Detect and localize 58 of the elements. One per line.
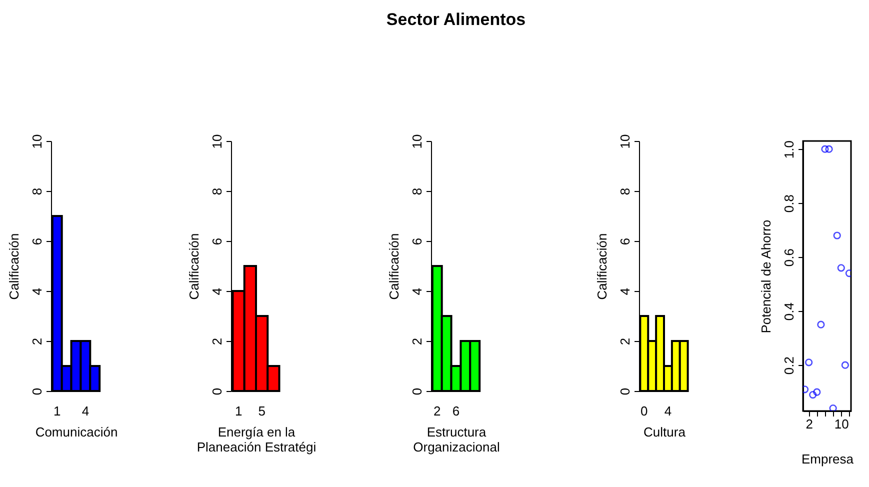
point bbox=[829, 404, 837, 411]
y-tick-label: 6 bbox=[30, 238, 44, 246]
x-axis-title: Energía en la Planeación Estratégi bbox=[196, 424, 316, 454]
point bbox=[837, 264, 845, 272]
y-tick-label: 2 bbox=[30, 338, 44, 346]
y-tick-label: 6 bbox=[410, 238, 424, 246]
y-tick-label: 8 bbox=[210, 188, 224, 196]
y-tick-label: 0 bbox=[618, 388, 632, 396]
y-tick-label: 4 bbox=[410, 288, 424, 296]
point bbox=[809, 390, 817, 399]
y-tick-label: 0.4 bbox=[782, 302, 796, 321]
y-tick-label: 0.2 bbox=[782, 356, 796, 375]
x-axis-title: Empresa bbox=[801, 452, 854, 466]
y-tick-label: 6 bbox=[210, 238, 224, 246]
y-tick-label: 10 bbox=[410, 134, 424, 149]
y-tick-label: 8 bbox=[618, 188, 632, 196]
y-tick-label: 4 bbox=[30, 288, 44, 296]
x-axis-title: Cultura bbox=[644, 424, 686, 440]
point bbox=[841, 361, 849, 369]
point bbox=[813, 388, 821, 396]
y-tick-label: 8 bbox=[30, 188, 44, 196]
x-tick-label: 1 bbox=[234, 404, 242, 418]
y-tick-label: 2 bbox=[210, 338, 224, 346]
y-tick-label: 0.8 bbox=[782, 194, 796, 213]
y-tick-label: 10 bbox=[618, 134, 632, 149]
y-tick-label: 2 bbox=[618, 338, 632, 346]
y-tick-label: 0.6 bbox=[782, 248, 796, 267]
y-axis-title: Calificación bbox=[186, 233, 202, 300]
y-tick-label: 0 bbox=[410, 388, 424, 396]
y-tick-label: 4 bbox=[210, 288, 224, 296]
x-tick-label: 1 bbox=[54, 404, 61, 418]
x-axis-title: Estructura Organizacional bbox=[413, 424, 500, 454]
y-tick-label: 1.0 bbox=[782, 140, 796, 159]
x-tick-label: 5 bbox=[258, 404, 266, 418]
chart-title: Sector Alimentos bbox=[386, 10, 526, 29]
y-tick-label: 4 bbox=[618, 288, 632, 296]
y-tick-label: 2 bbox=[410, 338, 424, 346]
y-tick-label: 6 bbox=[618, 238, 632, 246]
y-axis-title: Potencial de Ahorro bbox=[758, 220, 774, 334]
y-tick-label: 0 bbox=[210, 388, 224, 396]
y-axis-title: Calificación bbox=[594, 233, 610, 300]
y-axis-title: Calificación bbox=[6, 233, 22, 300]
point bbox=[825, 145, 833, 153]
y-tick-label: 10 bbox=[30, 134, 44, 149]
y-tick-label: 0 bbox=[30, 388, 44, 396]
x-tick-label: 2 bbox=[434, 404, 441, 418]
x-tick-label: 4 bbox=[82, 404, 90, 418]
point bbox=[821, 145, 829, 153]
x-tick-label: 4 bbox=[664, 404, 672, 418]
point bbox=[833, 232, 841, 240]
point bbox=[805, 358, 813, 366]
x-axis-title: Comunicación bbox=[35, 424, 118, 440]
point bbox=[817, 320, 825, 328]
y-axis-title: Calificación bbox=[386, 233, 402, 300]
y-tick-label: 10 bbox=[210, 134, 224, 149]
x-tick-label: 6 bbox=[452, 404, 460, 418]
y-tick-label: 8 bbox=[410, 188, 424, 196]
x-tick-label: 0 bbox=[640, 404, 648, 418]
